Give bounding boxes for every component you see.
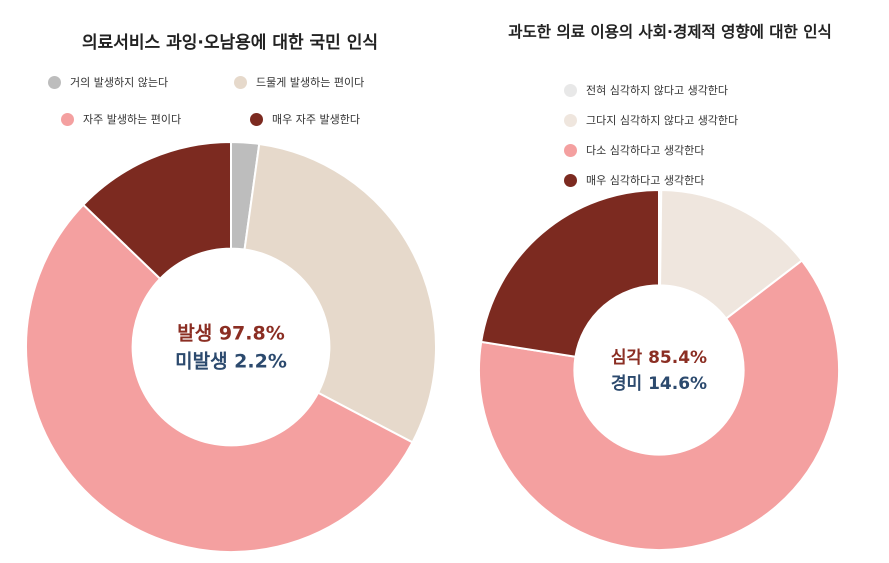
legend-swatch [564, 173, 577, 187]
legend-label: 드물게 발생하는 편이다 [256, 76, 365, 89]
legend-item: 매우 자주 발생한다 [250, 111, 360, 127]
chart-panel-right: 과도한 의료 이용의 사회·경제적 영향에 대한 인식 전혀 심각하지 않다고 … [460, 0, 889, 563]
donut-slice [659, 189, 804, 320]
center-label: 미발생 2.2% [175, 351, 287, 373]
legend-item: 전혀 심각하지 않다고 생각한다 [564, 82, 728, 98]
legend-swatch [564, 83, 577, 97]
legend-label: 그다지 심각하지 않다고 생각한다 [586, 114, 739, 127]
center-label: 심각 85.4% [611, 348, 707, 368]
legend-swatch [234, 75, 247, 89]
center-label: 발생 97.8% [177, 323, 285, 345]
donut-slice [478, 259, 840, 551]
legend-item: 자주 발생하는 편이다 [61, 111, 181, 127]
chart-panel-left: 의료서비스 과잉·오남용에 대한 국민 인식 거의 발생하지 않는다 드물게 발… [25, 33, 437, 553]
legend-item: 다소 심각하다고 생각한다 [564, 142, 704, 158]
legend-item: 거의 발생하지 않는다 [48, 74, 168, 90]
legend-label: 전혀 심각하지 않다고 생각한다 [586, 84, 729, 97]
legend-item: 드물게 발생하는 편이다 [234, 74, 364, 90]
chart-title: 의료서비스 과잉·오남용에 대한 국민 인식 [81, 33, 378, 53]
donut-slice [243, 142, 437, 444]
legend-label: 거의 발생하지 않는다 [70, 76, 169, 89]
legend-label: 매우 자주 발생한다 [272, 113, 360, 126]
legend-swatch [48, 75, 61, 89]
legend-label: 자주 발생하는 편이다 [83, 113, 182, 126]
legend-swatch [61, 112, 74, 126]
legend-swatch [564, 143, 577, 157]
donut-slice [480, 188, 660, 358]
donut-chart: 발생 97.8% 미발생 2.2% [25, 140, 437, 553]
legend-label: 다소 심각하다고 생각한다 [586, 144, 705, 157]
donut-chart: 심각 85.4% 경미 14.6% [478, 188, 840, 551]
center-label: 경미 14.6% [611, 374, 707, 394]
donut-slice [25, 203, 414, 553]
legend-item: 매우 심각하다고 생각한다 [564, 172, 704, 188]
chart-title: 과도한 의료 이용의 사회·경제적 영향에 대한 인식 [508, 23, 832, 41]
legend-item: 그다지 심각하지 않다고 생각한다 [564, 112, 738, 128]
legend-label: 매우 심각하다고 생각한다 [586, 174, 705, 187]
legend-swatch [564, 113, 577, 127]
legend-swatch [250, 112, 263, 126]
donut-slice [81, 140, 232, 281]
